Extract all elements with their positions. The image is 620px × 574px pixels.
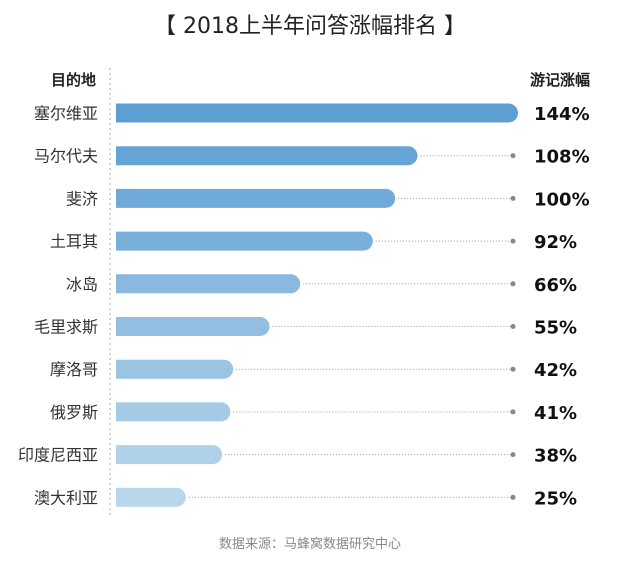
bar: [116, 402, 231, 422]
bar: [116, 317, 270, 336]
value-header: 游记涨幅: [530, 71, 590, 89]
leader-dot: [510, 195, 516, 201]
bar: [116, 146, 418, 166]
bar: [116, 445, 223, 465]
value-label: 108%: [534, 147, 590, 168]
value-label: 42%: [534, 360, 577, 381]
bar: [116, 231, 373, 251]
category-label: 毛里求斯: [34, 318, 98, 337]
value-label: 144%: [534, 104, 590, 125]
value-label: 41%: [534, 403, 577, 424]
leader-dot: [510, 366, 516, 372]
chart-title: 【 2018上半年问答涨幅排名 】: [154, 14, 466, 39]
data-source: 数据来源：马蜂窝数据研究中心: [218, 537, 401, 552]
value-label: 66%: [534, 275, 577, 296]
category-label: 摩洛哥: [50, 360, 98, 379]
value-label: 38%: [534, 446, 577, 467]
bar: [116, 487, 186, 507]
category-label: 俄罗斯: [50, 403, 98, 422]
leader-dot: [510, 324, 516, 329]
category-label: 马尔代夫: [34, 147, 98, 166]
category-label: 冰岛: [66, 275, 98, 294]
value-label: 25%: [534, 488, 577, 509]
leader-dot: [510, 153, 516, 159]
bar: [116, 274, 301, 294]
category-header: 目的地: [51, 71, 96, 89]
leader-dot: [510, 452, 516, 458]
bar: [116, 188, 396, 208]
value-label: 92%: [534, 232, 577, 253]
category-label: 塞尔维亚: [34, 104, 98, 123]
bar: [116, 359, 234, 379]
value-label: 55%: [534, 318, 577, 339]
leader-dot: [510, 494, 516, 500]
category-label: 斐济: [66, 189, 98, 208]
category-label: 印度尼西亚: [18, 446, 98, 465]
category-label: 土耳其: [50, 232, 98, 251]
category-label: 澳大利亚: [34, 488, 98, 507]
leader-dot: [510, 238, 516, 244]
leader-dot: [510, 409, 516, 415]
bar: [116, 103, 518, 123]
value-label: 100%: [534, 189, 590, 210]
leader-dot: [510, 281, 516, 287]
